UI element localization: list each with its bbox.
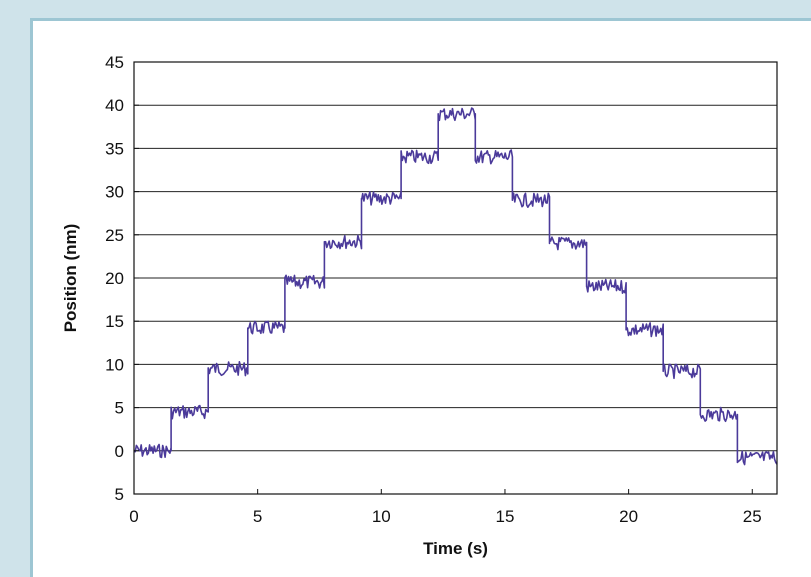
x-axis-label: Time (s) bbox=[423, 539, 488, 558]
x-tick-label: 5 bbox=[253, 507, 262, 526]
y-tick-label: 20 bbox=[105, 269, 124, 288]
y-tick-label: 45 bbox=[105, 53, 124, 72]
x-tick-label: 25 bbox=[743, 507, 762, 526]
y-axis-label: Position (nm) bbox=[61, 224, 80, 333]
x-tick-label: 20 bbox=[619, 507, 638, 526]
x-tick-label: 10 bbox=[372, 507, 391, 526]
y-tick-label: 40 bbox=[105, 96, 124, 115]
y-tick-label: 5 bbox=[115, 399, 124, 418]
y-tick-label: 15 bbox=[105, 312, 124, 331]
y-tick-label: 0 bbox=[115, 442, 124, 461]
y-tick-label: 10 bbox=[105, 355, 124, 374]
y-axis-ticks: 45 40 35 30 25 20 15 10 5 0 5 bbox=[105, 53, 139, 504]
series-line bbox=[133, 107, 778, 466]
x-tick-label: 0 bbox=[129, 507, 138, 526]
y-tick-label: 30 bbox=[105, 183, 124, 202]
x-axis-ticks: 0 5 10 15 20 25 bbox=[129, 489, 762, 526]
figure-frame bbox=[30, 18, 811, 577]
grid-lines bbox=[134, 104, 777, 452]
y-tick-label: 35 bbox=[105, 139, 124, 158]
y-tick-label: 5 bbox=[115, 485, 124, 504]
y-tick-label: 25 bbox=[105, 226, 124, 245]
position-trace bbox=[133, 107, 778, 466]
x-tick-label: 15 bbox=[496, 507, 515, 526]
